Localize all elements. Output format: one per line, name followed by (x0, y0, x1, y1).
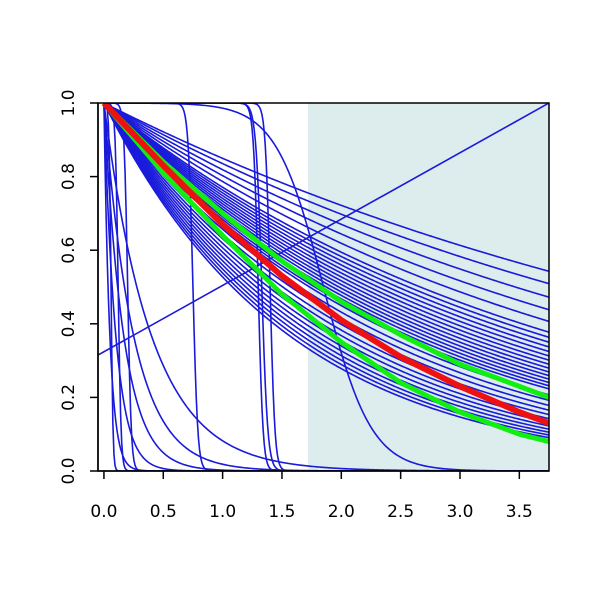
y-tick-label: 0.2 (59, 384, 79, 411)
band-curve (102, 103, 549, 400)
linear-curve (98, 103, 549, 356)
decay-curve (103, 103, 549, 357)
reference-curve (101, 103, 549, 426)
x-tick-label: 0.0 (90, 502, 117, 522)
decay-curve (103, 103, 549, 427)
decay-curve (103, 103, 549, 407)
x-tick-label: 2.5 (387, 502, 414, 522)
decay-curve (103, 103, 549, 348)
decay-curve (103, 103, 549, 298)
decay-curve (103, 103, 549, 361)
curves-layer (98, 103, 549, 471)
decay-curve (103, 103, 549, 424)
y-tick-label: 0.6 (59, 237, 79, 264)
decay-curve (103, 103, 549, 411)
decay-curve (103, 103, 549, 353)
x-tick-label: 0.5 (150, 502, 177, 522)
x-tick-label: 2.0 (328, 502, 355, 522)
decay-curve (103, 103, 549, 433)
y-tick-label: 1.0 (59, 89, 79, 116)
x-tick-label: 1.0 (209, 502, 236, 522)
decay-curve (103, 103, 549, 323)
x-tick-label: 3.5 (506, 502, 533, 522)
axes: 0.0 0.5 1.0 1.5 2.0 2.5 3.0 3.5 0.0 0.2 0.4 0.6 0.8 1… (59, 89, 549, 522)
decay-curve (103, 103, 549, 285)
decay-curve (103, 103, 549, 273)
decay-curve (103, 103, 549, 343)
band-curve (102, 103, 549, 444)
decay-curve (103, 103, 549, 439)
x-tick-label: 3.0 (446, 502, 473, 522)
decay-curve (103, 103, 549, 430)
fast-decay-curve (103, 103, 549, 471)
y-tick-label: 0.4 (59, 310, 79, 337)
decay-curve (103, 103, 549, 339)
y-tick-label: 0.8 (59, 163, 79, 190)
decay-curve (103, 103, 549, 333)
x-tick-label: 1.5 (268, 502, 295, 522)
y-tick-label: 0.0 (59, 457, 79, 484)
